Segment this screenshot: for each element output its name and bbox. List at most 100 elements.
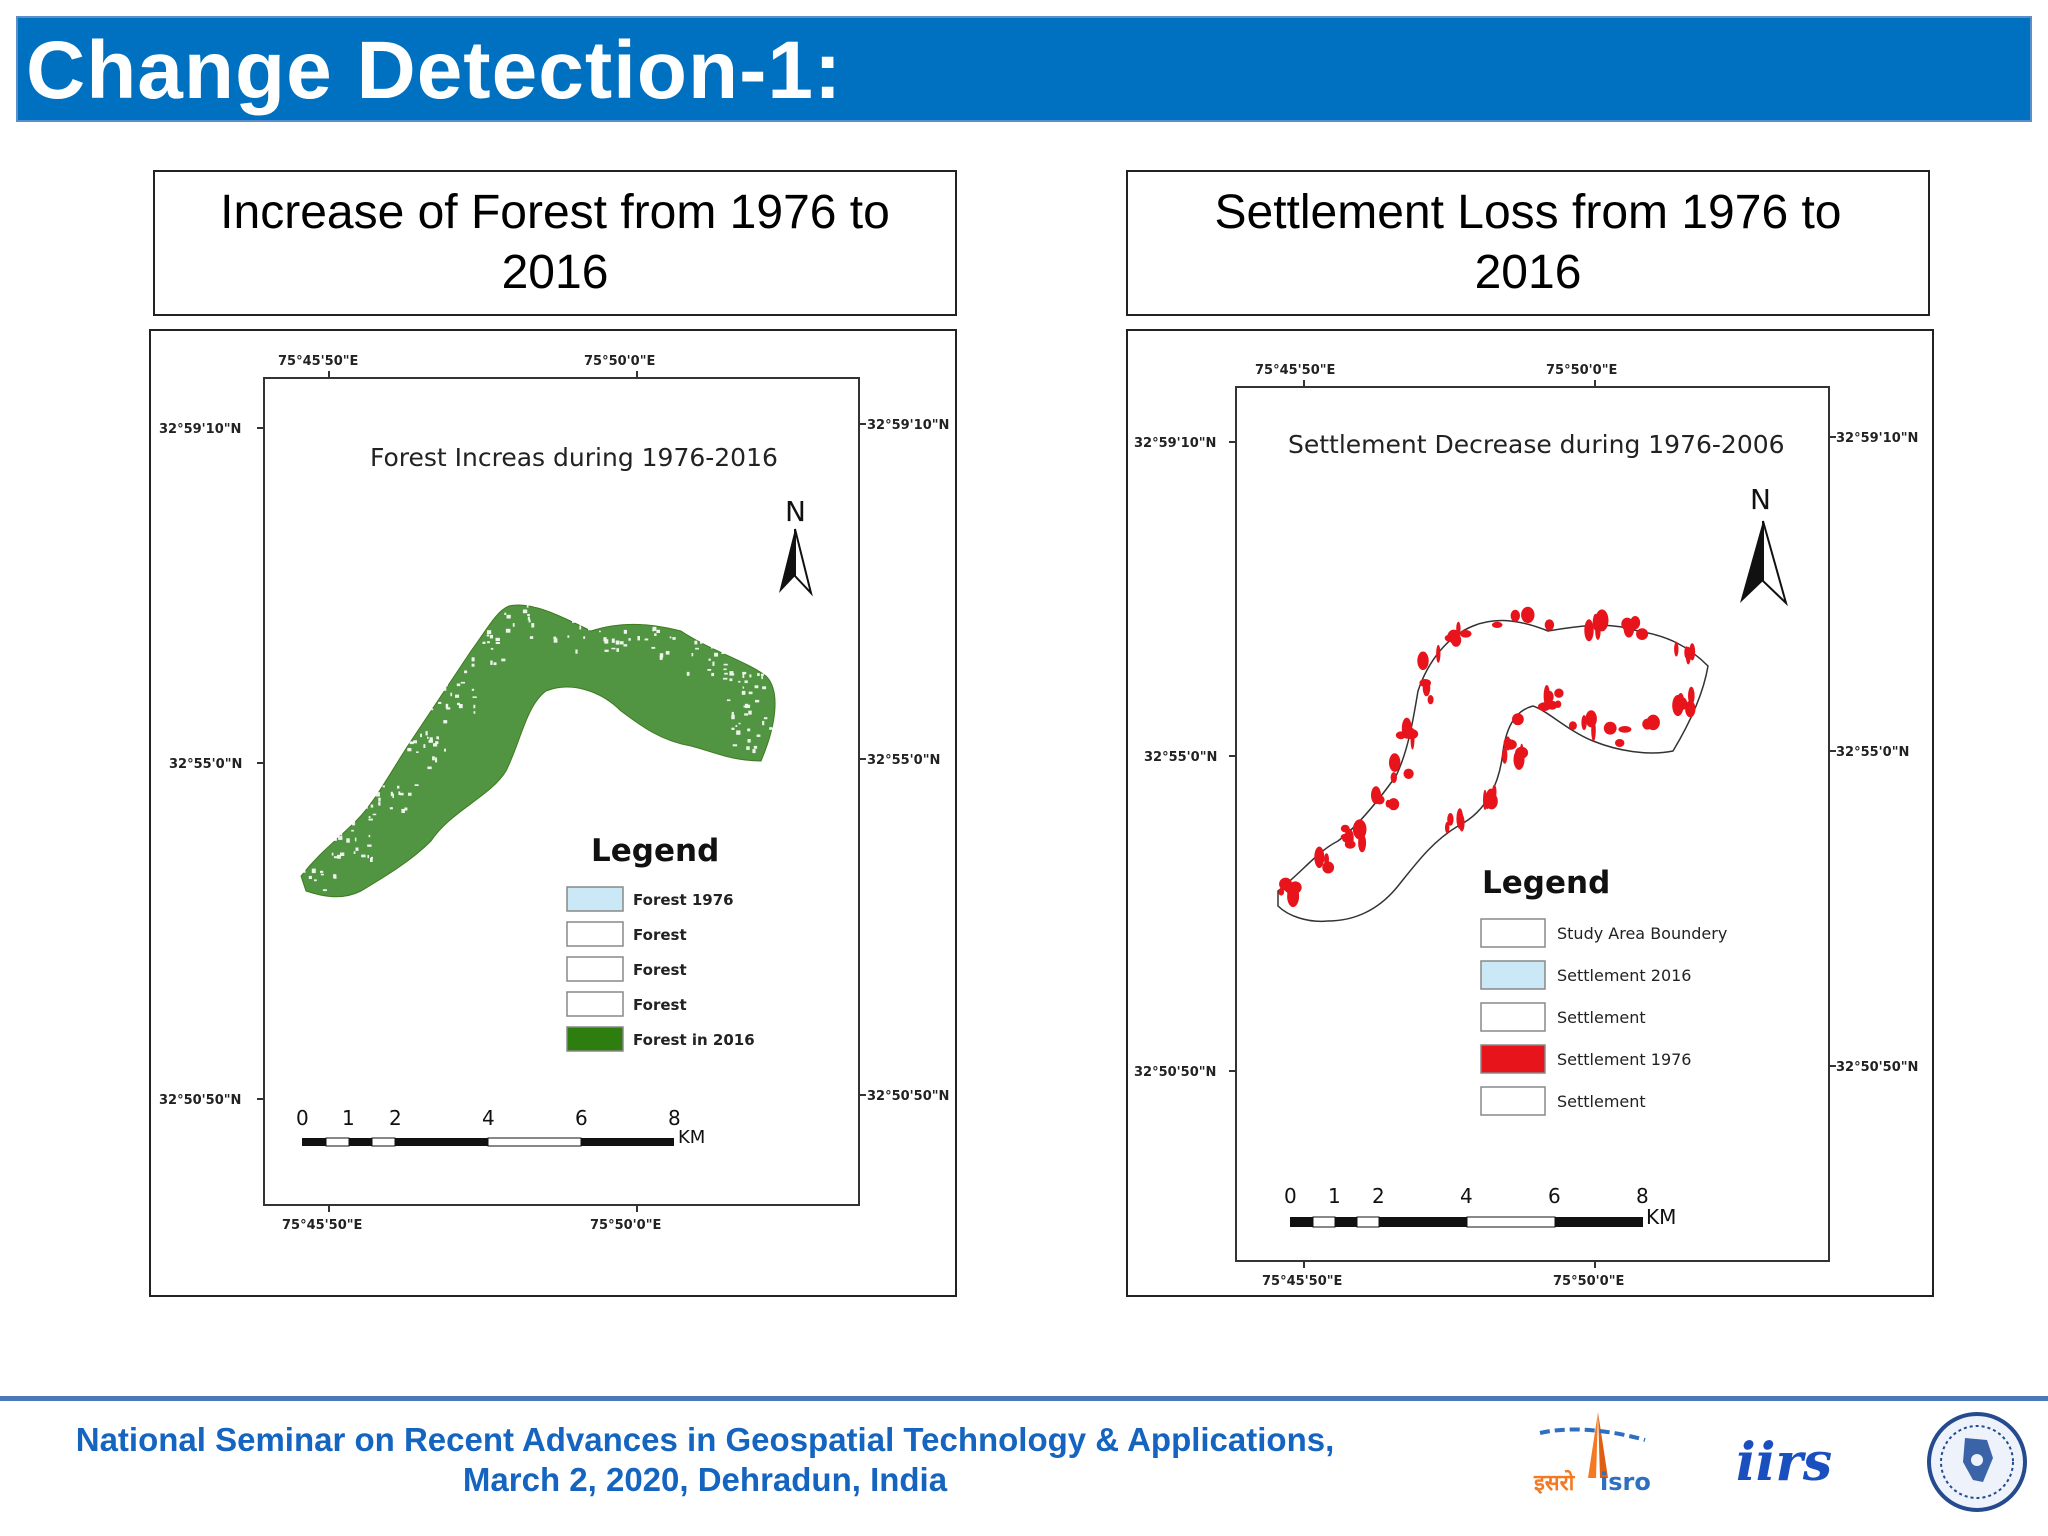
scale-tick-label: 6: [575, 1106, 588, 1130]
forest-texture-speck: [392, 793, 394, 798]
forest-texture-speck: [444, 748, 446, 752]
forest-texture-speck: [471, 657, 475, 662]
forest-texture-speck: [433, 686, 437, 690]
settlement-patch: [1685, 700, 1696, 718]
forest-texture-speck: [606, 609, 609, 613]
forest-texture-speck: [320, 870, 324, 873]
forest-texture-speck: [471, 663, 475, 667]
settlement-patch: [1401, 717, 1412, 739]
forest-texture-speck: [744, 680, 748, 684]
forest-texture-speck: [732, 744, 738, 747]
forest-texture-speck: [398, 791, 401, 795]
forest-texture-speck: [669, 636, 672, 639]
forest-texture-speck: [435, 758, 438, 763]
forest-texture-speck: [416, 751, 419, 753]
north-label: N: [1750, 483, 1771, 516]
forest-texture-speck: [723, 663, 728, 666]
legend-swatch: [1480, 1044, 1546, 1074]
settlement-patch: [1584, 619, 1594, 642]
forest-texture-speck: [404, 807, 408, 811]
forest-texture-speck: [528, 619, 531, 623]
forest-texture-speck: [361, 854, 366, 858]
forest-texture-speck: [420, 733, 422, 738]
forest-texture-speck: [337, 854, 341, 859]
forest-texture-speck: [553, 636, 557, 640]
forest-texture-speck: [445, 703, 449, 709]
forest-texture-speck: [748, 710, 752, 715]
forest-texture-speck: [506, 614, 511, 619]
forest-texture-speck: [486, 602, 491, 607]
slide-title: Change Detection-1:: [26, 25, 843, 116]
settlement-patch: [1568, 721, 1577, 730]
forest-texture-speck: [338, 836, 343, 840]
settlement-patch: [1603, 721, 1617, 735]
forest-texture-speck: [575, 649, 578, 654]
forest-texture-speck: [711, 672, 715, 677]
forest-texture-speck: [486, 597, 490, 602]
forest-texture-speck: [331, 827, 336, 832]
lat-label-right: 32°50'50"N: [867, 1089, 949, 1104]
forest-texture-speck: [741, 690, 746, 695]
scale-tick-label: 2: [389, 1106, 402, 1130]
forest-texture-speck: [501, 658, 506, 662]
forest-texture-speck: [742, 673, 745, 678]
forest-texture-speck: [408, 792, 412, 796]
forest-texture-speck: [731, 711, 734, 716]
forest-texture-speck: [428, 739, 433, 743]
caption-forest-increase: Increase of Forest from 1976 to 2016: [153, 170, 957, 316]
forest-texture-speck: [678, 621, 681, 625]
legend-label: Settlement 1976: [1557, 1050, 1691, 1069]
forest-texture-speck: [460, 681, 465, 684]
forest-texture-speck: [461, 654, 466, 657]
forest-texture-speck: [370, 804, 374, 808]
forest-texture-speck: [407, 748, 412, 752]
forest-texture-speck: [742, 686, 745, 689]
forest-texture-speck: [555, 606, 558, 609]
forest-texture-speck: [396, 749, 400, 752]
forest-texture-speck: [659, 653, 664, 658]
forest-texture-speck: [333, 837, 337, 841]
isro-text: isro: [1600, 1468, 1651, 1496]
forest-texture-speck: [763, 717, 768, 720]
title-bar: Change Detection-1:: [16, 16, 2032, 122]
settlement-patch: [1510, 609, 1520, 622]
iirs-text: iirs: [1736, 1432, 1832, 1493]
forest-texture-speck: [615, 640, 620, 645]
caption-settlement-loss: Settlement Loss from 1976 to 2016: [1126, 170, 1930, 316]
forest-texture-speck: [708, 658, 711, 661]
legend-title: Legend: [1482, 865, 1610, 901]
lat-label-left: 32°59'10"N: [159, 422, 241, 437]
forest-texture-speck: [308, 875, 312, 879]
forest-texture-speck: [427, 736, 429, 739]
forest-texture-speck: [333, 856, 339, 859]
forest-texture-speck: [514, 600, 517, 604]
settlement-patch: [1554, 700, 1562, 708]
scale-unit: KM: [1646, 1205, 1676, 1229]
lat-label-right: 32°50'50"N: [1836, 1060, 1918, 1075]
forest-texture-speck: [457, 702, 460, 706]
forest-texture-speck: [311, 868, 316, 874]
forest-texture-speck: [637, 618, 642, 622]
forest-texture-speck: [351, 829, 354, 832]
forest-texture-speck: [370, 856, 373, 859]
settlement-map-svg: 75°45'50"E 75°50'0"E 75°45'50"E 75°50'0"…: [1134, 363, 1918, 1289]
caption-line-2: 2016: [501, 246, 609, 299]
forest-texture-speck: [753, 745, 758, 749]
forest-texture-speck: [435, 741, 439, 744]
isro-logo: इसरो isro: [1530, 1408, 1665, 1520]
forest-texture-speck: [468, 643, 473, 648]
forest-texture-speck: [537, 605, 542, 608]
legend-swatch: [1480, 1002, 1546, 1032]
forest-texture-speck: [367, 844, 372, 847]
settlement-patch: [1456, 621, 1461, 635]
forest-texture-speck: [635, 611, 638, 614]
forest-texture-speck: [436, 736, 439, 740]
settlement-patch: [1388, 798, 1400, 811]
forest-texture-speck: [547, 605, 552, 610]
forest-texture-speck: [652, 616, 657, 618]
forest-texture-speck: [620, 615, 625, 619]
settlement-patch: [1543, 685, 1550, 707]
forest-texture-speck: [752, 749, 756, 754]
settlement-patch: [1459, 814, 1465, 832]
forest-texture-speck: [692, 619, 696, 622]
